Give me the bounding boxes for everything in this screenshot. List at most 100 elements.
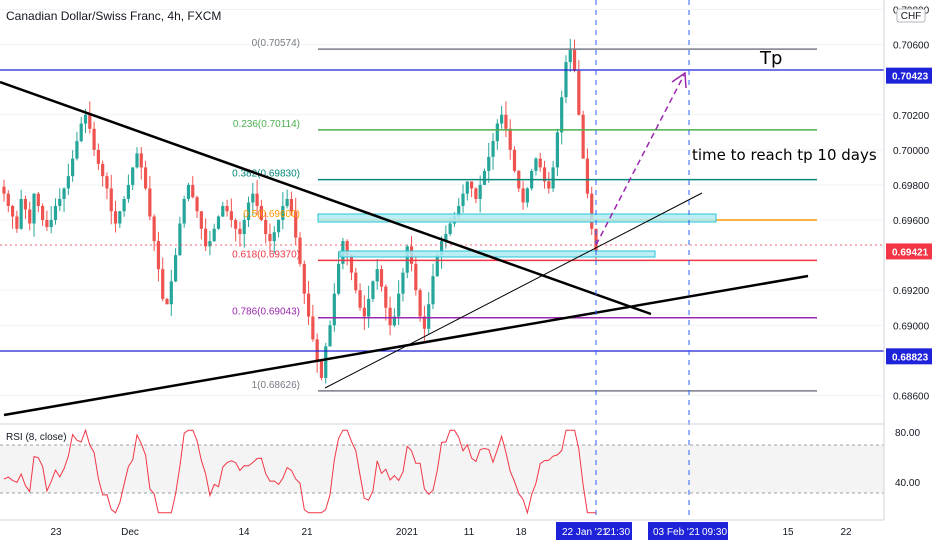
candle-body <box>581 114 585 159</box>
candle-body <box>148 188 152 217</box>
candle-body <box>169 281 173 305</box>
candle-body <box>225 205 229 212</box>
candle-body <box>461 193 465 206</box>
y-tick-1: 0.70600 <box>893 41 930 52</box>
candle-body <box>590 193 594 229</box>
candle-body <box>397 293 401 317</box>
candle-body <box>504 114 508 129</box>
candle-body <box>195 197 199 212</box>
candle-body <box>122 198 126 212</box>
candle-body <box>238 228 242 235</box>
time-end: 09:30 <box>702 527 727 538</box>
time-start: 21:30 <box>605 527 630 538</box>
candle-body <box>234 220 238 229</box>
x-tick-2: 14 <box>238 527 250 538</box>
uptrend-line <box>3 274 809 417</box>
candle-body <box>165 298 169 305</box>
rsi-tick-40: 40.00 <box>895 478 920 489</box>
fib-label-1: 0.236(0.70114) <box>233 119 300 130</box>
candle-body <box>422 316 427 329</box>
candle-body <box>208 241 212 247</box>
candle-body <box>568 49 572 63</box>
candle-body <box>427 304 431 329</box>
candle-body <box>156 241 161 270</box>
candle-body <box>131 167 135 185</box>
candle-body <box>71 158 75 177</box>
candle-body <box>246 202 251 221</box>
date-highlight-start <box>556 522 632 540</box>
candle-body <box>572 49 577 71</box>
price-label-box-1 <box>886 243 932 260</box>
candle-body <box>354 272 358 291</box>
candle-body <box>521 188 525 203</box>
candle-body <box>439 241 444 256</box>
y-tick-2: 0.70200 <box>893 111 930 122</box>
y-tick-8: 0.68600 <box>893 391 930 402</box>
candle-body <box>15 216 19 229</box>
candle-body <box>109 188 113 212</box>
time-note: time to reach tp 10 days <box>692 146 877 164</box>
candle-body <box>577 70 581 115</box>
candle-body <box>555 132 559 168</box>
candle-body <box>36 193 40 206</box>
candle-body <box>465 181 469 194</box>
candle-body <box>19 198 23 229</box>
chart-title: Canadian Dollar/Swiss Franc, 4h, FXCM <box>6 9 221 23</box>
projection-arrow <box>595 74 685 246</box>
candle-body <box>478 184 482 199</box>
candle-body <box>75 141 79 159</box>
candle-body <box>45 220 49 228</box>
supply-zone <box>317 213 717 223</box>
x-tick-7: 15 <box>782 527 794 538</box>
x-tick-4: 2021 <box>396 527 419 538</box>
candle-body <box>264 220 268 235</box>
candle-body <box>294 211 298 238</box>
tp-label: Tp <box>759 48 782 69</box>
candle-body <box>79 123 83 142</box>
candle-body <box>298 237 302 264</box>
candle-body <box>306 293 311 317</box>
candle-body <box>242 220 246 235</box>
price-axis <box>884 0 932 550</box>
candle-body <box>23 198 28 210</box>
x-tick-0: 23 <box>50 527 62 538</box>
candle-body <box>379 269 384 287</box>
candle-body <box>186 184 191 199</box>
fib-label-6: 1(0.68626) <box>252 380 300 391</box>
candle-body <box>525 188 529 203</box>
y-tick-3: 0.70000 <box>893 146 930 157</box>
candle-body <box>585 158 590 194</box>
candle-body <box>101 163 105 177</box>
candle-body <box>49 220 53 228</box>
x-tick-5: 11 <box>464 527 475 538</box>
candle-body <box>66 176 70 189</box>
candle-body <box>6 193 10 206</box>
candle-body <box>551 167 555 189</box>
candle-body <box>191 184 195 198</box>
candle-body <box>495 123 499 142</box>
candle-body <box>173 255 178 282</box>
candle-body <box>375 269 379 282</box>
candle-body <box>315 339 319 361</box>
currency-box <box>896 8 926 23</box>
candle-body <box>105 176 109 189</box>
candle-body <box>126 184 131 199</box>
thin-trend-line <box>324 192 703 389</box>
candle-body <box>10 205 15 217</box>
fib-label-2: 0.382(0.69830) <box>232 169 300 180</box>
candle-body <box>143 167 148 189</box>
candle-body <box>178 223 182 256</box>
rsi-tick-80: 80.00 <box>895 428 920 439</box>
y-tick-7: 0.69000 <box>893 321 930 332</box>
candle-body <box>199 211 203 229</box>
candle-body <box>182 198 186 224</box>
candle-body <box>371 281 375 299</box>
candle-body <box>431 276 435 305</box>
x-tick-6: 18 <box>515 527 527 538</box>
candle-body <box>302 263 306 294</box>
candle-body <box>268 234 272 242</box>
candle-body <box>96 149 100 164</box>
candle-body <box>311 316 315 340</box>
demand-zone <box>339 250 656 258</box>
